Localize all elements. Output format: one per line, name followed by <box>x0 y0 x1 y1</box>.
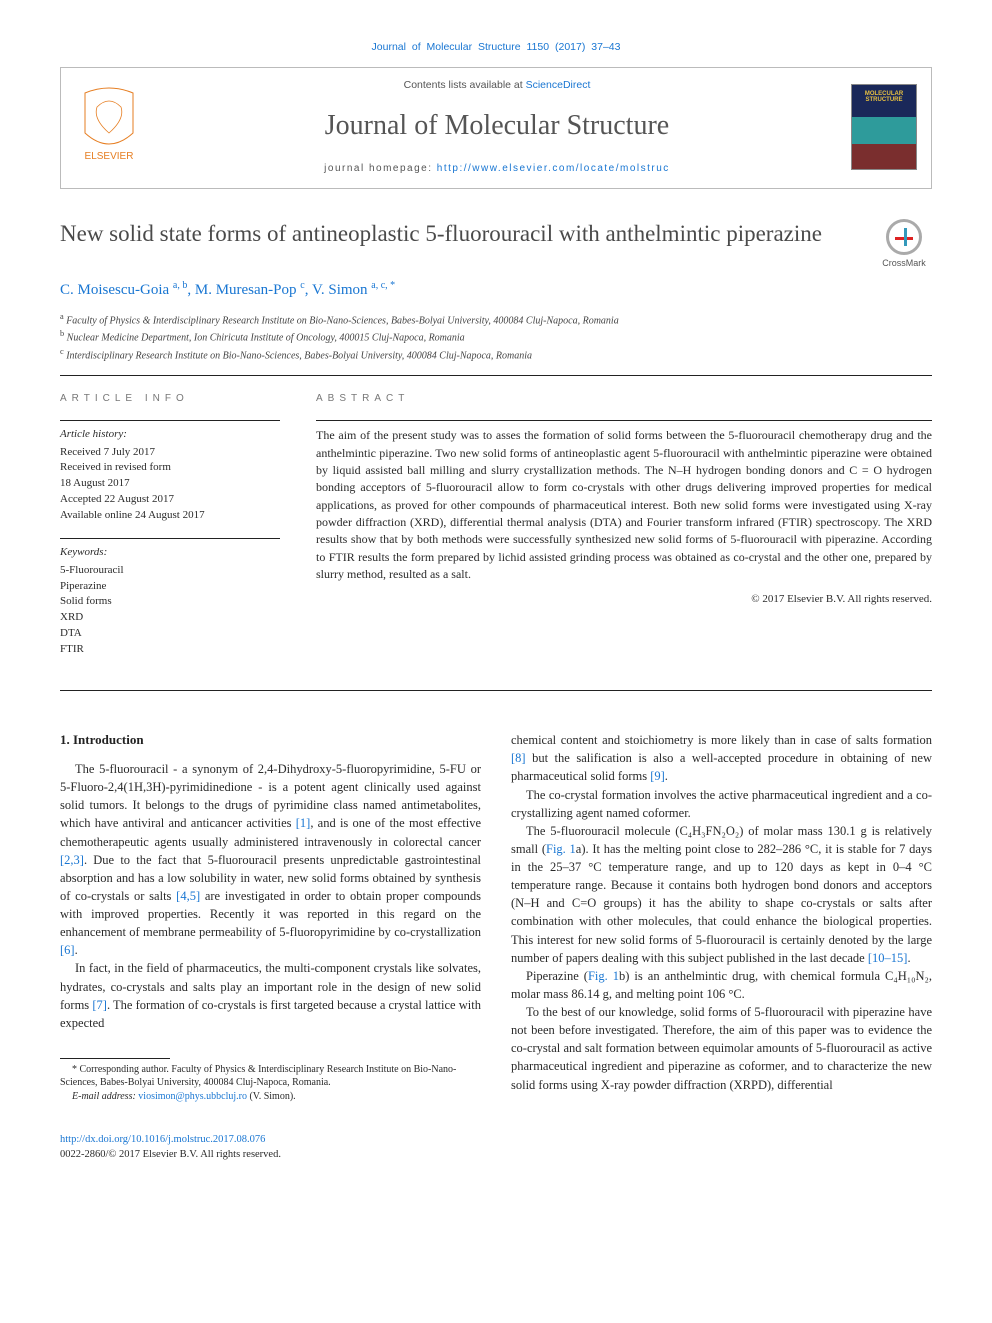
body-para: The 5-fluorouracil molecule (C₄H₃FN₂O₂) … <box>511 822 932 967</box>
sciencedirect-link[interactable]: ScienceDirect <box>526 79 591 91</box>
body-para: The co-crystal formation involves the ac… <box>511 786 932 822</box>
article-body: 1. Introduction The 5-fluorouracil - a s… <box>60 731 932 1103</box>
section-heading: 1. Introduction <box>60 731 481 750</box>
abstract-copyright: © 2017 Elsevier B.V. All rights reserved… <box>316 592 932 607</box>
article-history: Article history: Received 7 July 2017 Re… <box>60 420 280 524</box>
affiliations: a Faculty of Physics & Interdisciplinary… <box>60 311 932 363</box>
homepage-link[interactable]: http://www.elsevier.com/locate/molstruc <box>437 163 670 174</box>
corresponding-author-footnote: * Corresponding author. Faculty of Physi… <box>60 1063 481 1090</box>
affiliation: a Faculty of Physics & Interdisciplinary… <box>60 311 932 328</box>
author-email-link[interactable]: viosimon@phys.ubbcluj.ro <box>138 1091 247 1102</box>
body-para: To the best of our knowledge, solid form… <box>511 1003 932 1094</box>
abstract-heading: ABSTRACT <box>316 392 932 406</box>
journal-homepage: journal homepage: http://www.elsevier.co… <box>161 162 833 176</box>
ref-link[interactable]: [10–15] <box>868 951 908 965</box>
abstract-text: The aim of the present study was to asse… <box>316 427 932 584</box>
elsevier-logo: ELSEVIER <box>75 85 143 168</box>
ref-link[interactable]: [4,5] <box>176 889 200 903</box>
svg-text:ELSEVIER: ELSEVIER <box>85 151 134 162</box>
article-info-heading: ARTICLE INFO <box>60 392 280 406</box>
ref-link[interactable]: [6] <box>60 943 75 957</box>
ref-link[interactable]: [9] <box>650 769 665 783</box>
journal-title: Journal of Molecular Structure <box>161 106 833 145</box>
page-footer: http://dx.doi.org/10.1016/j.molstruc.201… <box>60 1133 932 1162</box>
body-para: Piperazine (Fig. 1b) is an anthelmintic … <box>511 967 932 1003</box>
ref-link[interactable]: [1] <box>296 816 311 830</box>
ref-link[interactable]: [7] <box>92 998 107 1012</box>
body-para: In fact, in the field of pharmaceutics, … <box>60 959 481 1032</box>
contents-available: Contents lists available at ScienceDirec… <box>161 78 833 93</box>
journal-cover-thumb <box>851 84 917 170</box>
issn-copyright: 0022-2860/© 2017 Elsevier B.V. All right… <box>60 1149 281 1160</box>
email-footnote: E-mail address: viosimon@phys.ubbcluj.ro… <box>60 1090 481 1104</box>
affiliation: c Interdisciplinary Research Institute o… <box>60 346 932 363</box>
ref-link[interactable]: [8] <box>511 751 526 765</box>
crossmark-icon <box>886 219 922 255</box>
affiliation: b Nuclear Medicine Department, Ion Chiri… <box>60 328 932 345</box>
keywords: Keywords: 5-Fluorouracil Piperazine Soli… <box>60 538 280 658</box>
journal-citation: Journal of Molecular Structure 1150 (201… <box>60 40 932 55</box>
crossmark-badge[interactable]: CrossMark <box>876 219 932 270</box>
ref-link[interactable]: [2,3] <box>60 853 84 867</box>
body-para: The 5-fluorouracil - a synonym of 2,4-Di… <box>60 760 481 959</box>
journal-header: ELSEVIER Contents lists available at Sci… <box>60 67 932 189</box>
article-title: New solid state forms of antineoplastic … <box>60 219 860 249</box>
doi-link[interactable]: http://dx.doi.org/10.1016/j.molstruc.201… <box>60 1134 265 1145</box>
author-list: C. Moisescu-Goia a, b, M. Muresan-Pop c,… <box>60 279 932 301</box>
body-para: chemical content and stoichiometry is mo… <box>511 731 932 785</box>
fig-link[interactable]: Fig. 1 <box>588 969 619 983</box>
fig-link[interactable]: Fig. 1 <box>546 842 576 856</box>
